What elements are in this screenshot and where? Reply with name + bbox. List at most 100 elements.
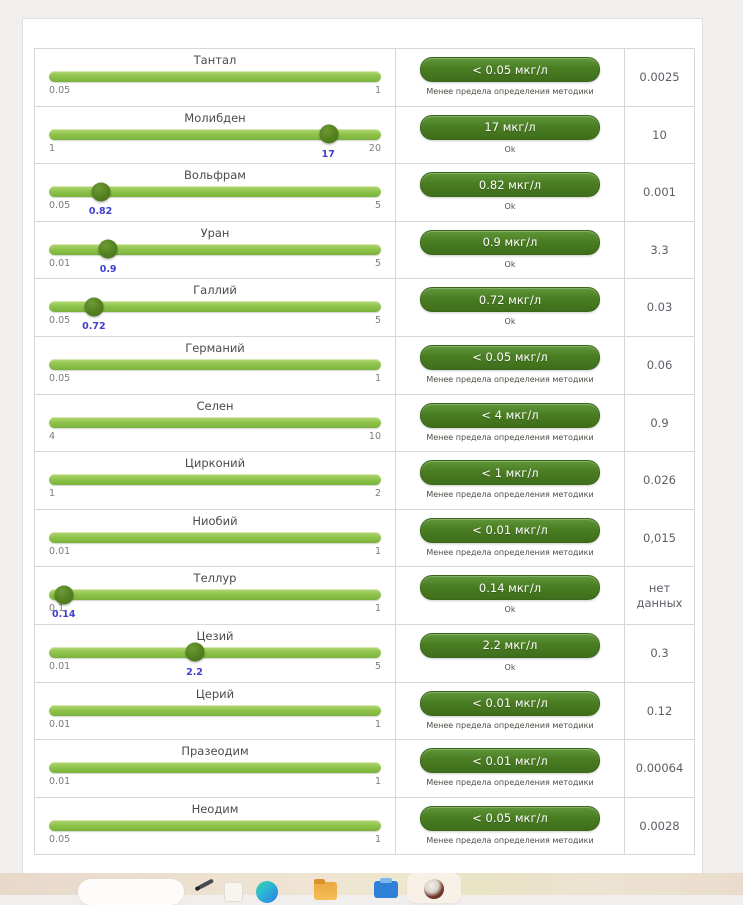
slider-bounds: 0.01 5 bbox=[49, 661, 381, 672]
slider-min-label: 0.05 bbox=[49, 833, 71, 845]
slider-cell: Германий 0.05 1 bbox=[35, 336, 396, 394]
slider-value-label: 0.9 bbox=[99, 263, 117, 275]
table-row: Галлий 0.72 0.05 5 0.72 мкг/л Ok 0.03 bbox=[35, 279, 694, 337]
status-cell: 0.14 мкг/л Ok bbox=[396, 567, 625, 624]
slider-max-label: 2 bbox=[374, 488, 381, 500]
reference-value: 0.06 bbox=[646, 358, 673, 373]
elements-table: Тантал 0.05 1 < 0.05 мкг/л Менее предела… bbox=[34, 48, 695, 856]
slider-min-label: 0.01 bbox=[49, 776, 71, 788]
slider-max-label: 5 bbox=[374, 200, 381, 212]
slider-cell: Цирконий 1 2 bbox=[35, 452, 396, 509]
value-cell: 0.0025 bbox=[625, 49, 694, 106]
printer-icon[interactable] bbox=[374, 878, 398, 898]
status-caption: Менее предела определения методики bbox=[426, 778, 594, 788]
measurement-badge: 0.14 мкг/л bbox=[420, 575, 600, 601]
reference-value: 0,015 bbox=[643, 530, 676, 545]
value-cell: нет данных bbox=[625, 567, 694, 624]
reference-value: 0.001 bbox=[643, 185, 676, 200]
pen-icon[interactable] bbox=[197, 878, 215, 890]
status-caption: Менее предела определения методики bbox=[426, 720, 594, 730]
measurement-badge: 17 мкг/л bbox=[420, 114, 600, 140]
table-row: Цезий 2.2 0.01 5 2.2 мкг/л Ok 0.3 bbox=[35, 624, 694, 683]
active-app-button[interactable] bbox=[407, 873, 461, 903]
reference-value: 0.00064 bbox=[635, 761, 684, 776]
status-caption: Ok bbox=[504, 202, 516, 212]
range-slider-track[interactable] bbox=[49, 474, 381, 486]
slider-cell: Ниобий 0.01 1 bbox=[35, 509, 396, 567]
slider-handle-icon[interactable] bbox=[98, 239, 118, 259]
value-cell: 0.03 bbox=[625, 279, 694, 336]
measurement-badge: 0.9 мкг/л bbox=[420, 229, 600, 255]
reference-value: 0.0028 bbox=[639, 818, 680, 833]
slider-max-label: 1 bbox=[374, 545, 381, 557]
element-name: Уран bbox=[200, 225, 230, 240]
status-cell: < 4 мкг/л Менее предела определения мето… bbox=[396, 394, 625, 452]
value-cell: 0.0028 bbox=[625, 798, 694, 855]
range-slider-track[interactable] bbox=[49, 297, 381, 317]
status-caption: Ok bbox=[504, 605, 516, 615]
range-slider-track[interactable] bbox=[49, 416, 381, 428]
range-slider-track[interactable] bbox=[49, 531, 381, 543]
status-caption: Ok bbox=[504, 259, 516, 269]
slider-value-label: 0.72 bbox=[82, 321, 106, 333]
range-slider-track[interactable] bbox=[49, 239, 381, 259]
table-row: Германий 0.05 1 < 0.05 мкг/л Менее преде… bbox=[35, 336, 694, 395]
slider-bounds: 0.05 5 bbox=[49, 200, 381, 211]
slider-max-label: 5 bbox=[374, 315, 381, 327]
reference-value: 10 bbox=[652, 127, 667, 142]
value-cell: 0.06 bbox=[625, 337, 694, 394]
slider-max-label: 20 bbox=[368, 142, 381, 154]
slider-bounds: 0.05 5 bbox=[49, 315, 381, 326]
slider-cell: Неодим 0.05 1 bbox=[35, 797, 396, 855]
range-slider-track[interactable] bbox=[49, 124, 381, 144]
slider-bounds: 1 20 bbox=[49, 143, 381, 154]
slider-handle-icon[interactable] bbox=[319, 124, 339, 144]
slider-bounds: 0.01 1 bbox=[49, 719, 381, 730]
slider-cell: Церий 0.01 1 bbox=[35, 682, 396, 740]
slider-min-label: 0.01 bbox=[49, 257, 71, 269]
table-row: Уран 0.9 0.01 5 0.9 мкг/л Ok 3.3 bbox=[35, 221, 694, 280]
range-slider-track[interactable] bbox=[49, 642, 381, 662]
status-cell: < 0.01 мкг/л Менее предела определения м… bbox=[396, 509, 625, 567]
slider-min-label: 4 bbox=[49, 430, 56, 442]
slider-min-label: 0.05 bbox=[49, 200, 71, 212]
reference-value: 0.3 bbox=[650, 646, 669, 661]
status-cell: 17 мкг/л Ok bbox=[396, 106, 625, 164]
notepad-icon[interactable] bbox=[224, 882, 243, 902]
slider-cell: Молибден 17 1 20 bbox=[35, 106, 396, 164]
status-caption: Менее предела определения методики bbox=[426, 432, 594, 442]
value-cell: 0,015 bbox=[625, 510, 694, 567]
table-row: Цирконий 1 2 < 1 мкг/л Менее предела опр… bbox=[35, 452, 694, 510]
status-caption: Менее предела определения методики bbox=[426, 835, 594, 845]
range-slider-track[interactable] bbox=[49, 71, 381, 82]
slider-max-label: 5 bbox=[374, 257, 381, 269]
range-slider-track[interactable] bbox=[49, 762, 381, 774]
slider-bounds: 0.1 1 bbox=[49, 603, 381, 614]
taskbar-search-pill[interactable] bbox=[78, 879, 184, 905]
element-name: Селен bbox=[196, 398, 234, 413]
range-slider-track[interactable] bbox=[49, 819, 381, 831]
table-row: Вольфрам 0.82 0.05 5 0.82 мкг/л Ok 0.001 bbox=[35, 164, 694, 222]
browser-icon[interactable] bbox=[256, 881, 278, 903]
range-slider-track[interactable] bbox=[49, 704, 381, 716]
range-slider-track[interactable] bbox=[49, 585, 381, 605]
slider-cell: Празеодим 0.01 1 bbox=[35, 740, 396, 797]
slider-min-label: 0.05 bbox=[49, 372, 71, 384]
status-cell: < 0.05 мкг/л Менее предела определения м… bbox=[396, 336, 625, 394]
slider-cell: Тантал 0.05 1 bbox=[35, 49, 396, 106]
measurement-badge: < 0.05 мкг/л bbox=[420, 57, 600, 82]
measurement-badge: < 0.05 мкг/л bbox=[420, 344, 600, 370]
range-slider-track[interactable] bbox=[49, 358, 381, 370]
value-cell: 3.3 bbox=[625, 222, 694, 279]
slider-max-label: 1 bbox=[374, 85, 381, 96]
slider-handle-icon[interactable] bbox=[185, 642, 205, 662]
slider-handle-icon[interactable] bbox=[84, 297, 104, 317]
folder-icon[interactable] bbox=[314, 879, 337, 900]
slider-min-label: 1 bbox=[49, 142, 56, 154]
range-slider-track[interactable] bbox=[49, 182, 381, 202]
value-cell: 0.00064 bbox=[625, 740, 694, 797]
slider-handle-icon[interactable] bbox=[54, 585, 74, 605]
slider-min-label: 0.01 bbox=[49, 718, 71, 730]
slider-handle-icon[interactable] bbox=[91, 182, 111, 202]
slider-max-label: 1 bbox=[374, 833, 381, 845]
